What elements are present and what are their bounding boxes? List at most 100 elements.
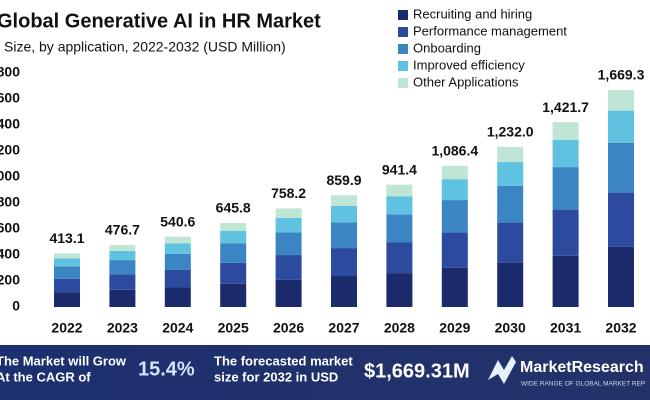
chart-title: Global Generative AI in HR Market xyxy=(0,10,321,32)
bar-segment xyxy=(441,200,468,233)
total-label: 645.8 xyxy=(216,200,251,216)
bar-segment xyxy=(109,260,136,275)
brand-name: MarketResearch xyxy=(520,359,644,376)
bar-segment xyxy=(608,110,634,143)
total-label: 1,086.4 xyxy=(431,142,478,158)
x-tick-label: 2023 xyxy=(107,320,138,336)
legend-label: Performance management xyxy=(413,23,567,38)
bar-segment xyxy=(275,217,302,233)
x-tick-label: 2028 xyxy=(384,320,415,336)
bar-segment xyxy=(608,246,634,307)
bar-segment xyxy=(441,232,468,268)
x-tick-label: 2022 xyxy=(51,320,82,336)
bar-segment xyxy=(54,278,80,293)
bar-segment xyxy=(275,255,302,280)
bar-segment xyxy=(109,245,136,251)
footer-forecast: $1,669.31M xyxy=(364,360,470,382)
bar-segment xyxy=(220,231,247,244)
bar-segment xyxy=(386,242,413,274)
bar-segment xyxy=(552,255,579,307)
bar-segment xyxy=(497,162,524,186)
total-label: 1,669.3 xyxy=(598,67,645,83)
y-tick-label: 1400 xyxy=(0,116,20,132)
legend-swatch xyxy=(398,27,408,37)
x-tick-label: 2024 xyxy=(162,320,193,336)
bar-segment xyxy=(552,139,579,168)
footer-text: The Market will Grow xyxy=(0,353,127,368)
bar-segment xyxy=(497,222,524,263)
y-tick-label: 1000 xyxy=(0,168,20,184)
y-tick-label: 200 xyxy=(0,272,20,288)
y-tick-label: 1800 xyxy=(0,64,20,80)
bar-segment xyxy=(164,287,191,307)
bar-segment xyxy=(220,243,247,263)
footer-text: At the CAGR of xyxy=(0,369,91,384)
x-tick-label: 2031 xyxy=(550,320,581,336)
x-tick-label: 2025 xyxy=(218,320,249,336)
legend-label: Recruiting and hiring xyxy=(413,6,532,21)
bar-segment xyxy=(54,253,80,259)
bar-segment xyxy=(552,122,579,140)
x-tick-label: 2026 xyxy=(273,320,304,336)
bar-segment xyxy=(331,195,357,206)
bar-segment xyxy=(220,223,247,232)
legend-swatch xyxy=(398,61,408,71)
bar-segment xyxy=(608,142,634,193)
footer-cagr: 15.4% xyxy=(138,358,195,380)
total-label: 476.7 xyxy=(105,222,140,238)
bar-segment xyxy=(164,269,191,288)
bar-segment xyxy=(164,243,191,254)
bar-segment xyxy=(220,262,247,284)
total-label: 758.2 xyxy=(271,185,306,201)
legend-swatch xyxy=(398,10,408,20)
bar-segment xyxy=(331,248,357,277)
bar-segment xyxy=(386,273,413,307)
legend-label: Onboarding xyxy=(413,40,481,55)
bar-segment xyxy=(109,274,136,290)
bar-segment xyxy=(331,205,357,223)
bar-segment xyxy=(386,184,413,197)
chart-subtitle: Size, by application, 2022-2032 (USD Mil… xyxy=(4,39,286,55)
x-tick-label: 2032 xyxy=(605,320,636,336)
bar-segment xyxy=(275,208,302,218)
bar-segment xyxy=(497,185,524,223)
y-tick-label: 800 xyxy=(0,194,20,210)
total-label: 413.1 xyxy=(49,230,84,246)
y-tick-label: 400 xyxy=(0,246,20,262)
y-tick-label: 600 xyxy=(0,220,20,236)
legend-swatch xyxy=(398,44,408,54)
total-label: 1,421.7 xyxy=(542,99,589,115)
y-tick-label: 1200 xyxy=(0,142,20,158)
bar-segment xyxy=(441,165,468,180)
bar-segment xyxy=(497,146,524,163)
x-tick-label: 2027 xyxy=(328,320,359,336)
x-tick-label: 2029 xyxy=(439,320,470,336)
legend-label: Other Applications xyxy=(413,74,519,89)
bar-segment xyxy=(497,262,524,307)
brand-tagline: WIDE RANGE OF GLOBAL MARKET REP xyxy=(521,381,645,388)
legend-swatch xyxy=(398,78,408,88)
y-tick-label: 1600 xyxy=(0,90,20,106)
footer-text: size for 2032 in USD xyxy=(214,369,338,384)
bar-segment xyxy=(441,267,468,307)
total-label: 1,232.0 xyxy=(487,124,534,140)
bar-segment xyxy=(54,292,80,307)
bar-segment xyxy=(164,253,191,270)
y-tick-label: 0 xyxy=(12,298,20,314)
bar-segment xyxy=(608,89,634,111)
bar-segment xyxy=(54,266,80,279)
bar-segment xyxy=(552,209,579,256)
bar-segment xyxy=(552,167,579,210)
legend-label: Improved efficiency xyxy=(413,57,525,72)
bar-segment xyxy=(386,214,413,243)
bar-segment xyxy=(275,232,302,256)
total-label: 540.6 xyxy=(160,213,195,229)
brand-logo xyxy=(488,356,516,384)
bar-segment xyxy=(331,222,357,249)
bar-segment xyxy=(109,289,136,307)
bar-segment xyxy=(220,283,247,307)
total-label: 941.4 xyxy=(382,161,417,177)
bar-segment xyxy=(164,236,191,244)
bar-segment xyxy=(608,192,634,247)
